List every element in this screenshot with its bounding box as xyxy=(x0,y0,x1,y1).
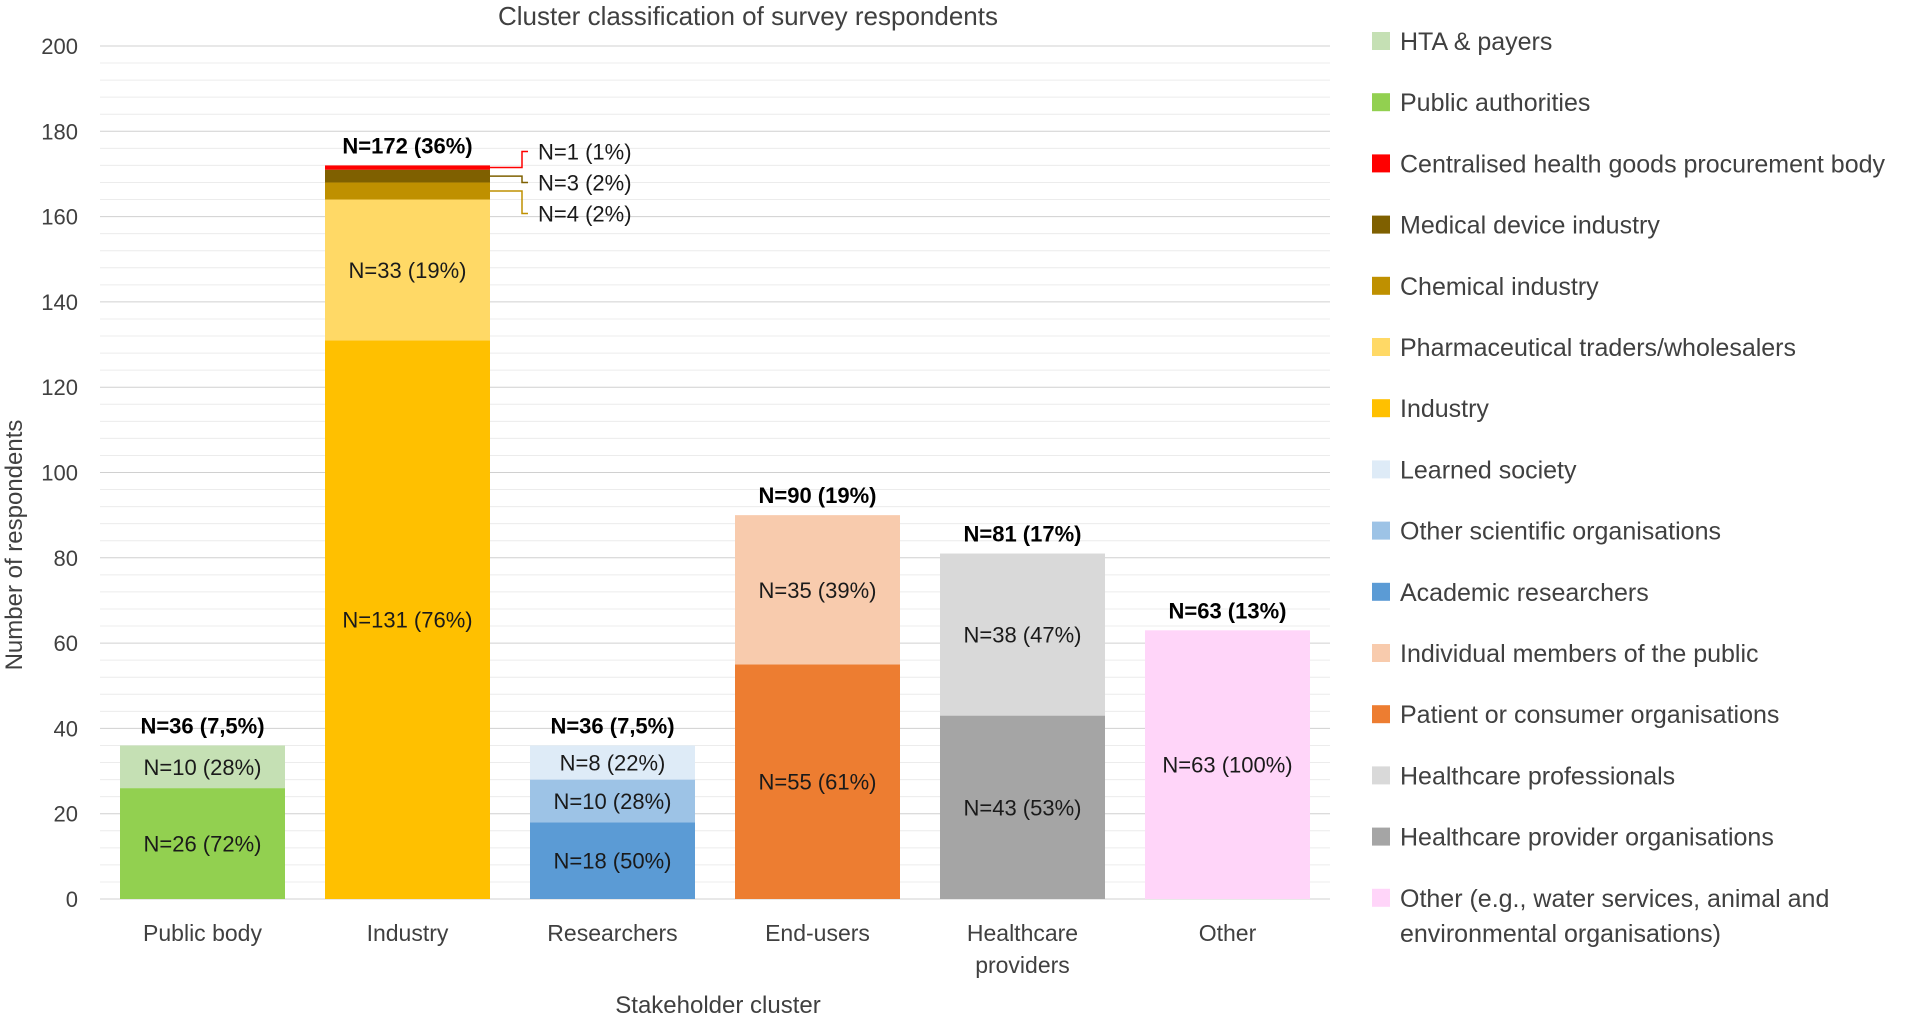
legend-label: Industry xyxy=(1400,395,1489,423)
x-category-label: End-users xyxy=(765,920,870,946)
bar-segment-hta-payers xyxy=(120,745,285,789)
x-category-label: Other xyxy=(1199,920,1257,946)
bar-segment-healthcare-professionals xyxy=(940,553,1105,716)
legend-label: Centralised health goods procurement bod… xyxy=(1400,150,1886,178)
y-tick-label: 100 xyxy=(41,461,78,486)
y-tick-label: 40 xyxy=(54,716,78,741)
callout-leader-line xyxy=(490,175,528,184)
legend-swatch-healthcare-professionals xyxy=(1372,766,1390,785)
y-axis: 0 20 40 60 80 100 120 140 160 180 200 xyxy=(41,34,78,912)
legend-label: Medical device industry xyxy=(1400,212,1660,240)
bar-segment-label: N=26 (72%) xyxy=(143,832,261,857)
legend-label: Public authorities xyxy=(1400,89,1590,117)
legend-swatch-public-authorities xyxy=(1372,93,1390,112)
y-axis-title: Number of respondents xyxy=(1,420,28,671)
bar-total-label: N=81 (17%) xyxy=(963,522,1081,547)
legend-label: Healthcare professionals xyxy=(1400,762,1675,790)
bar-total-label: N=36 (7,5%) xyxy=(550,713,674,738)
callout-label: N=3 (2%) xyxy=(538,170,632,195)
y-tick-label: 160 xyxy=(41,205,78,230)
bar-segment-healthcare-provider-organisations xyxy=(940,715,1105,899)
legend-swatch-academic-researchers xyxy=(1372,582,1390,601)
legend-label: Learned society xyxy=(1400,456,1577,484)
bar-total-label: N=63 (13%) xyxy=(1168,598,1286,623)
bar-segment-public-authorities xyxy=(120,788,285,899)
legend-swatch-individual-members-of-the-public xyxy=(1372,644,1390,662)
legend-swatch-healthcare-provider-organisations xyxy=(1372,827,1390,846)
callout-label: N=4 (2%) xyxy=(538,201,632,226)
bar-segment-centralised-health-goods-procurement-body xyxy=(325,165,490,170)
legend-swatch-centralised-health-goods-procurement-body xyxy=(1372,154,1390,173)
legend-swatch-medical-device-industry xyxy=(1372,215,1390,234)
bar-segment-label: N=131 (76%) xyxy=(342,608,472,633)
legend-swatch-industry xyxy=(1372,399,1390,418)
chart-title: Cluster classification of survey respond… xyxy=(498,1,998,31)
bar-segment-medical-device-industry xyxy=(325,169,490,183)
gridlines xyxy=(100,45,1330,900)
legend-swatch-learned-society xyxy=(1372,460,1390,479)
bar-segment-patient-or-consumer-organisations xyxy=(735,664,900,899)
bar-segment-other-scientific-organisations xyxy=(530,779,695,823)
bar-segment-chemical-industry xyxy=(325,182,490,200)
y-tick-label: 0 xyxy=(66,887,78,912)
bars xyxy=(120,165,1310,899)
bar-segment-academic-researchers xyxy=(530,822,695,899)
bar-segment-learned-society xyxy=(530,745,695,780)
callout-leader-line xyxy=(490,150,528,169)
bar-segment-label: N=10 (28%) xyxy=(143,755,261,780)
x-category-label: Industry xyxy=(367,920,449,946)
y-tick-label: 140 xyxy=(41,290,78,315)
bar-segment-label: N=63 (100%) xyxy=(1162,753,1292,778)
legend-swatch-other-e-g-water-services-animal-and-environmental-organisations xyxy=(1372,888,1390,907)
bar-segment-other-e-g-water-services-animal-and-environmental-organisations xyxy=(1145,630,1310,899)
bar-labels: N=36 (7,5%) N=172 (36%) N=36 (7,5%) N=90 (1… xyxy=(140,133,1292,873)
callout-leader-line xyxy=(490,190,528,215)
x-category-label: Researchers xyxy=(547,920,677,946)
y-tick-label: 60 xyxy=(54,631,78,656)
y-tick-label: 20 xyxy=(54,802,78,827)
legend-swatch-chemical-industry xyxy=(1372,276,1390,295)
y-tick-label: 80 xyxy=(54,546,78,571)
bar-segment-label: N=33 (19%) xyxy=(348,258,466,283)
legend-label: Individual members of the public xyxy=(1400,640,1759,668)
legend-label: HTA & payers xyxy=(1400,28,1552,56)
x-category-label: providers xyxy=(975,952,1070,978)
x-axis-title: Stakeholder cluster xyxy=(615,992,820,1017)
bar-segment-label: N=55 (61%) xyxy=(758,770,876,795)
bar-segment-label: N=38 (47%) xyxy=(963,623,1081,648)
x-category-label: Healthcare xyxy=(967,920,1078,946)
legend-label: Academic researchers xyxy=(1400,579,1649,607)
bar-segment-label: N=43 (53%) xyxy=(963,795,1081,820)
y-tick-label: 200 xyxy=(41,34,78,59)
bar-segment-industry xyxy=(325,340,490,899)
bar-segment-label: N=8 (22%) xyxy=(560,751,666,776)
y-tick-label: 180 xyxy=(41,119,78,144)
legend-swatch-patient-or-consumer-organisations xyxy=(1372,705,1390,724)
x-axis-categories: Public body Industry Researchers End-users H… xyxy=(143,920,1257,978)
bar-total-label: N=172 (36%) xyxy=(342,133,472,158)
legend-label: Other scientific organisations xyxy=(1400,518,1721,546)
legend-label: environmental organisations) xyxy=(1400,920,1721,948)
legend-swatch-other-scientific-organisations xyxy=(1372,521,1390,540)
bar-segment-label: N=18 (50%) xyxy=(553,849,671,874)
legend-label: Healthcare provider organisations xyxy=(1400,824,1774,852)
callout-label: N=1 (1%) xyxy=(538,139,632,164)
legend-label: Other (e.g., water services, animal and xyxy=(1400,885,1829,913)
bar-segment-pharmaceutical-traders-wholesalers xyxy=(325,199,490,341)
bar-segment-label: N=35 (39%) xyxy=(758,578,876,603)
x-category-label: Public body xyxy=(143,920,262,946)
legend-swatch-hta-payers xyxy=(1372,32,1390,50)
y-tick-label: 120 xyxy=(41,375,78,400)
bar-total-label: N=90 (19%) xyxy=(758,483,876,508)
legend-label: Chemical industry xyxy=(1400,273,1599,301)
bar-segment-individual-members-of-the-public xyxy=(735,515,900,665)
legend-swatch-pharmaceutical-traders-wholesalers xyxy=(1372,338,1390,356)
bar-total-label: N=36 (7,5%) xyxy=(140,713,264,738)
legend-label: Patient or consumer organisations xyxy=(1400,701,1779,729)
legend: HTA & payers Public authorities Centralise… xyxy=(1372,28,1886,948)
legend-label: Pharmaceutical traders/wholesalers xyxy=(1400,334,1796,362)
bar-segment-label: N=10 (28%) xyxy=(553,789,671,814)
